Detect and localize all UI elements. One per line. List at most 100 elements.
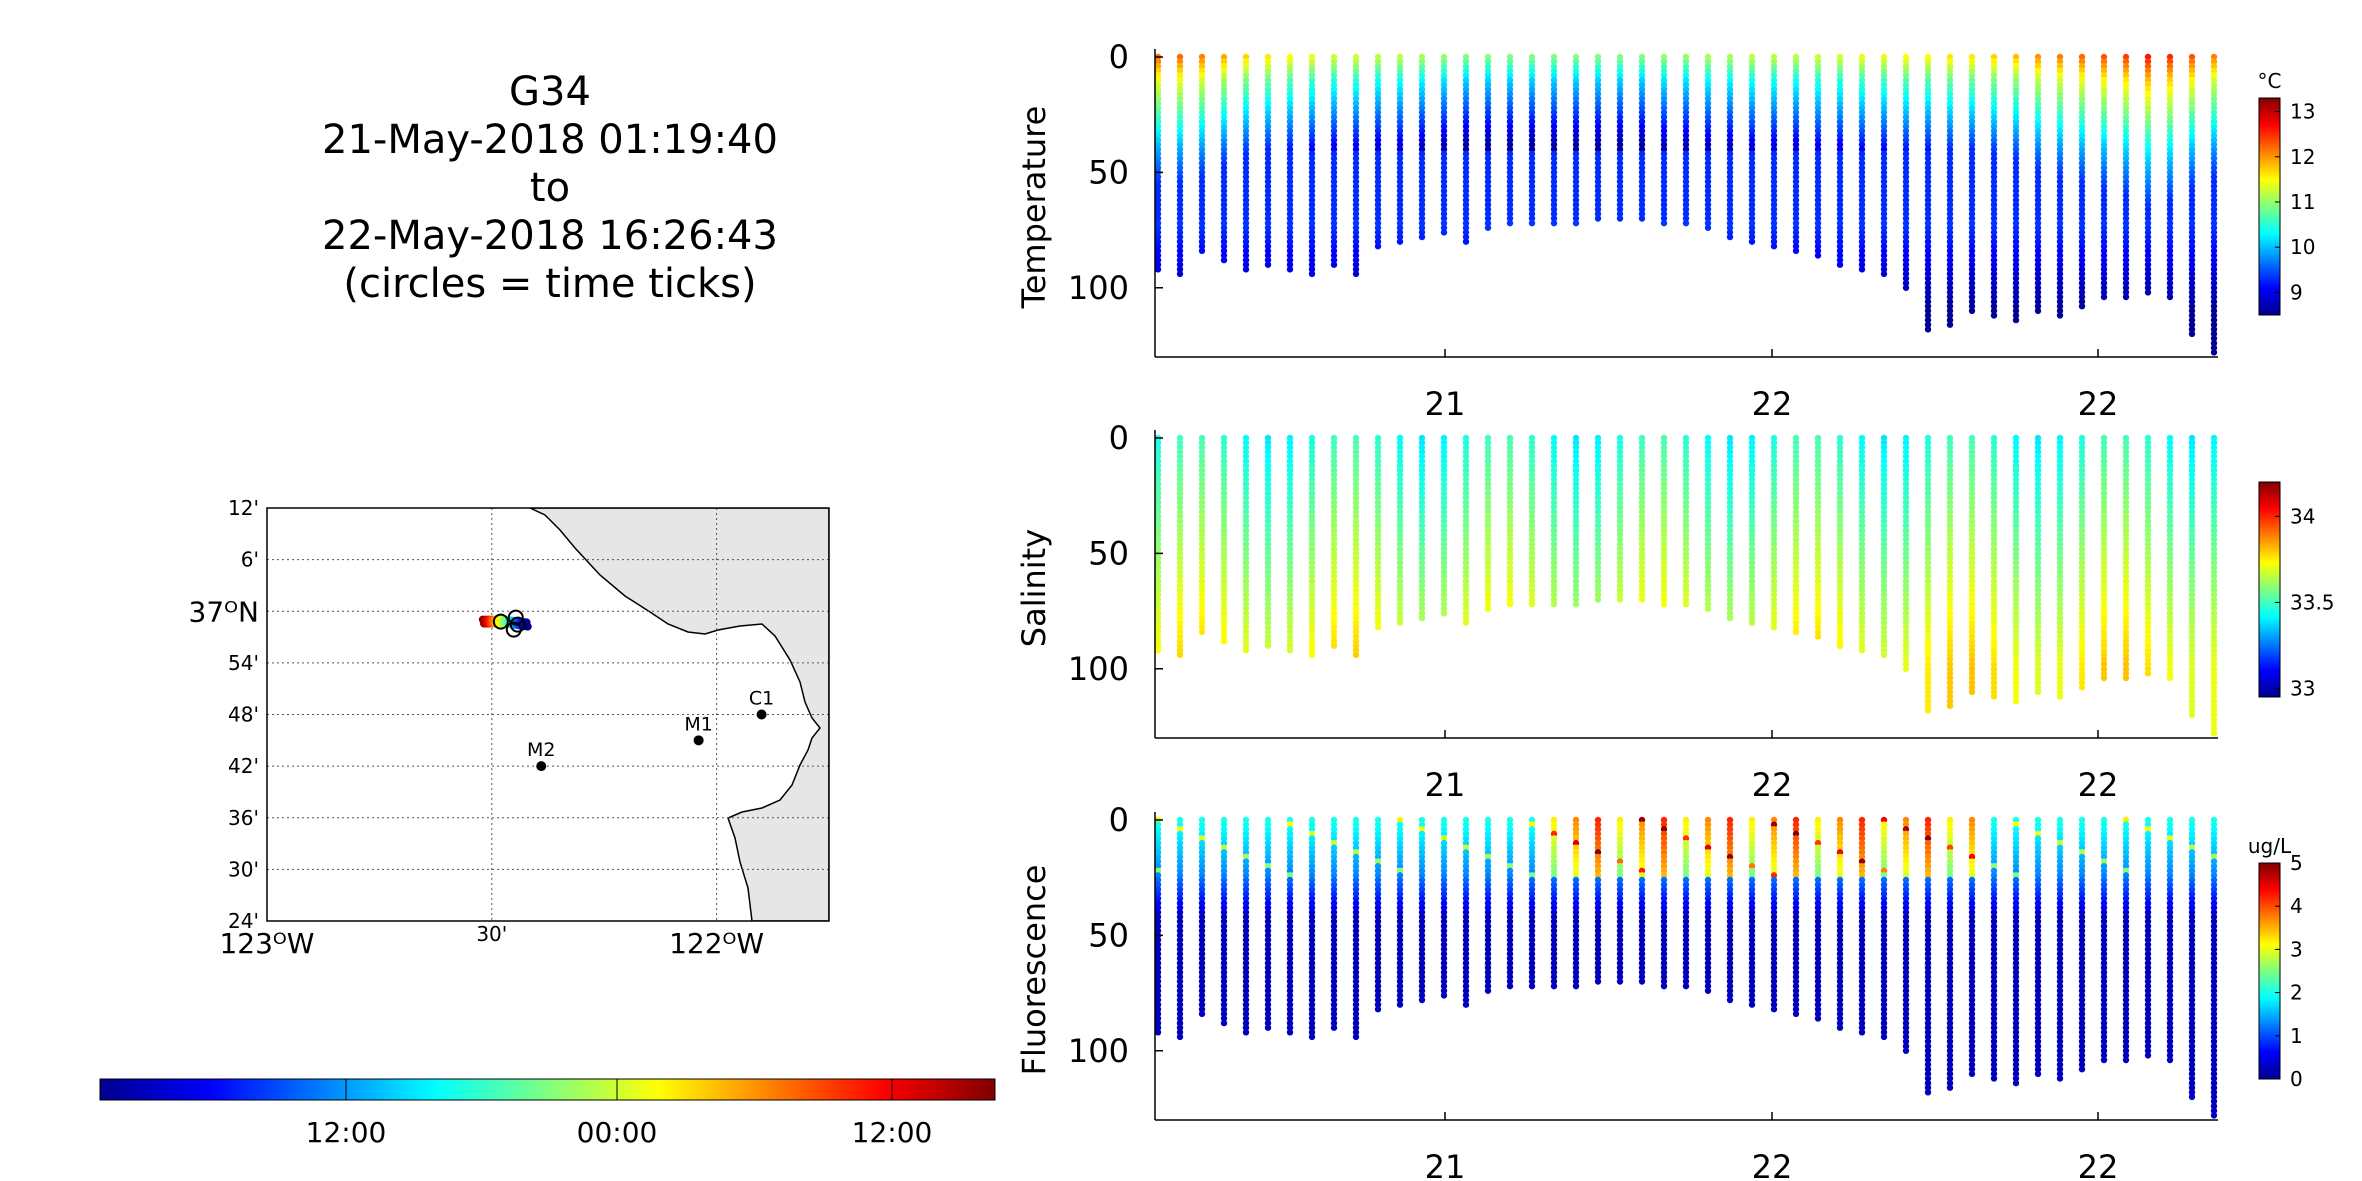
profile-sample [1594, 183, 1602, 190]
profile-sample [1198, 224, 1206, 231]
profile-sample [1198, 81, 1206, 88]
profile-sample [1462, 72, 1470, 79]
profile-sample [1660, 104, 1668, 111]
profile-sample [1396, 173, 1404, 181]
profile-sample [1198, 159, 1206, 167]
profile-sample [1352, 224, 1360, 231]
profile-sample [1264, 136, 1272, 144]
y-tick-label: 100 [1068, 269, 1129, 307]
profile-sample [1264, 247, 1272, 255]
profile-sample [1176, 238, 1184, 245]
profile-sample [1220, 146, 1228, 153]
profile-sample [1748, 123, 1756, 130]
profile-sample [1264, 243, 1272, 250]
profile-sample [1308, 173, 1316, 181]
profile-sample [1352, 95, 1360, 102]
profile-sample [1572, 76, 1580, 84]
title-note: (circles = time ticks) [343, 261, 757, 307]
profile-sample [1550, 95, 1558, 102]
profile-sample [1418, 173, 1426, 181]
map-lon-tick-label: 30' [476, 922, 507, 946]
profile-sample [1770, 624, 1778, 631]
profile-sample [1726, 196, 1734, 204]
profile-sample [1572, 67, 1580, 75]
profile-sample [1748, 201, 1756, 208]
profile-sample [2100, 674, 2108, 682]
profile-sample [1176, 90, 1184, 98]
profile-sample [1858, 266, 1866, 273]
profile-sample [1264, 123, 1272, 130]
station-marker [756, 709, 767, 720]
profile-sample [1550, 210, 1558, 218]
profile-casts [1154, 434, 2218, 737]
profile-sample [1704, 95, 1712, 102]
profile-sample [1330, 58, 1338, 65]
profile-sample [1176, 76, 1184, 84]
profile-sample [1616, 136, 1624, 144]
profile-sample [1660, 127, 1668, 135]
profile-sample [1704, 113, 1712, 121]
profile-sample [1484, 196, 1492, 204]
profile-sample [1528, 76, 1536, 84]
profile-sample [1418, 210, 1426, 218]
profile-sample [1352, 229, 1360, 236]
profile-sample [1154, 261, 1162, 268]
profile-sample [1726, 614, 1734, 622]
profile-sample [1418, 614, 1426, 622]
profile-sample [1330, 141, 1338, 148]
profile-sample [1506, 600, 1514, 608]
profile-sample [1550, 123, 1558, 130]
profile-sample [1550, 136, 1558, 144]
profile-sample [1176, 183, 1184, 190]
profile-sample [1308, 187, 1316, 195]
profile-sample [1330, 104, 1338, 111]
profile-sample [1220, 233, 1228, 241]
profile-sample [1792, 628, 1800, 636]
profile-sample [1374, 118, 1382, 125]
profile-sample [1330, 192, 1338, 199]
profile-sample [1594, 159, 1602, 167]
profile-sample [1396, 53, 1404, 61]
profile-sample [1264, 169, 1272, 176]
profile-sample [1770, 192, 1778, 199]
profile-sample [1748, 95, 1756, 102]
profile-sample [1594, 201, 1602, 208]
profile-sample [1308, 81, 1316, 88]
profile-sample [1572, 90, 1580, 98]
profile-sample [1550, 196, 1558, 204]
profile-sample [1396, 150, 1404, 158]
profile-sample [1462, 113, 1470, 121]
profile-sample [1638, 113, 1646, 121]
profile-sample [1242, 238, 1250, 245]
profile-sample [1374, 109, 1382, 116]
profile-sample [1374, 86, 1382, 93]
profile-sample [1242, 252, 1250, 259]
profile-sample [1374, 136, 1382, 144]
profile-sample [1550, 187, 1558, 195]
profile-sample [1506, 95, 1514, 102]
map-lon-tick-label: 123ᴼW [219, 927, 314, 960]
profile-sample [1286, 229, 1294, 236]
profile-sample [1286, 76, 1294, 84]
profile-sample [1418, 178, 1426, 185]
profile-sample [1550, 201, 1558, 208]
profile-sample [1396, 113, 1404, 121]
profile-sample [1220, 53, 1228, 61]
profile-sample [1572, 132, 1580, 139]
profile-sample [1264, 155, 1272, 162]
profile-sample [1154, 159, 1162, 167]
profile-sample [1594, 90, 1602, 98]
profile-sample [1286, 81, 1294, 88]
profile-sample [1704, 196, 1712, 204]
profile-sample [1418, 67, 1426, 75]
profile-sample [1528, 600, 1536, 608]
profile-sample [1638, 215, 1646, 222]
profile-sample [1660, 72, 1668, 79]
profile-sample [1594, 53, 1602, 61]
profile-sample [1704, 67, 1712, 75]
profile-sample [1176, 58, 1184, 65]
profile-sample [1594, 72, 1602, 79]
profile-sample [1440, 610, 1448, 617]
profile-sample [1418, 63, 1426, 70]
